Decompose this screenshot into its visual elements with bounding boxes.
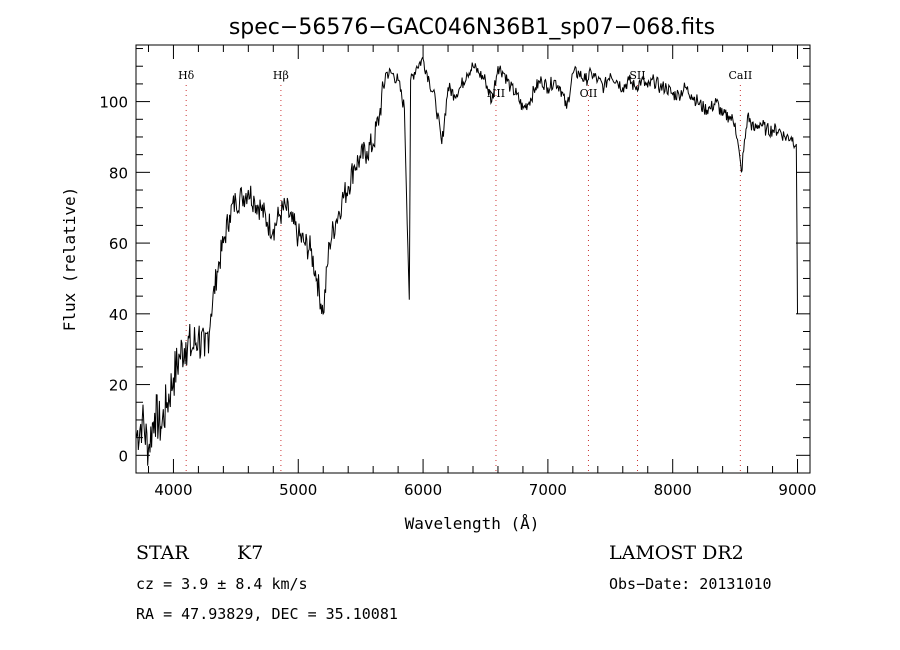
y-tick-label: 80 xyxy=(109,164,128,182)
object-class: STAR xyxy=(136,542,189,564)
y-axis-label: Flux (relative) xyxy=(60,187,79,332)
y-tick-label: 20 xyxy=(109,377,128,395)
spectrum-line xyxy=(135,56,798,466)
axis-tick-labels: 4000 5000 6000 7000 8000 9000 0 20 40 60 80 100 xyxy=(99,94,816,499)
object-subclass: K7 xyxy=(237,542,263,564)
axis-ticks xyxy=(136,45,810,474)
y-tick-label: 0 xyxy=(118,447,128,465)
spectral-line-label: Hβ xyxy=(273,69,289,82)
spectral-line-label: CaII xyxy=(729,69,753,82)
plot-area xyxy=(135,44,811,474)
x-tick-label: 4000 xyxy=(154,481,192,499)
plot-frame xyxy=(135,44,811,474)
spectral-line-label: OII xyxy=(580,87,598,100)
spectral-line-label: NII xyxy=(487,87,505,100)
redshift-velocity: cz = 3.9 ± 8.4 km/s xyxy=(136,575,308,593)
coordinates: RA = 47.93829, DEC = 35.10081 xyxy=(136,605,398,623)
x-tick-label: 7000 xyxy=(529,481,567,499)
spectral-line-label: SII xyxy=(629,69,645,82)
survey-name: LAMOST DR2 xyxy=(609,542,744,564)
x-tick-label: 9000 xyxy=(778,481,816,499)
x-tick-label: 5000 xyxy=(279,481,317,499)
x-tick-label: 6000 xyxy=(404,481,442,499)
y-tick-label: 40 xyxy=(109,306,128,324)
x-tick-label: 8000 xyxy=(654,481,692,499)
spectral-line-markers: Hδ Hβ NII OII SII CaII xyxy=(178,69,752,473)
y-tick-label: 100 xyxy=(99,94,128,112)
observation-date: Obs−Date: 20131010 xyxy=(609,575,772,593)
y-tick-label: 60 xyxy=(109,235,128,253)
x-axis-label: Wavelength (Å) xyxy=(405,514,540,533)
chart-title: spec−56576−GAC046N36B1_sp07−068.fits xyxy=(229,15,715,40)
spectral-line-label: Hδ xyxy=(178,69,195,82)
